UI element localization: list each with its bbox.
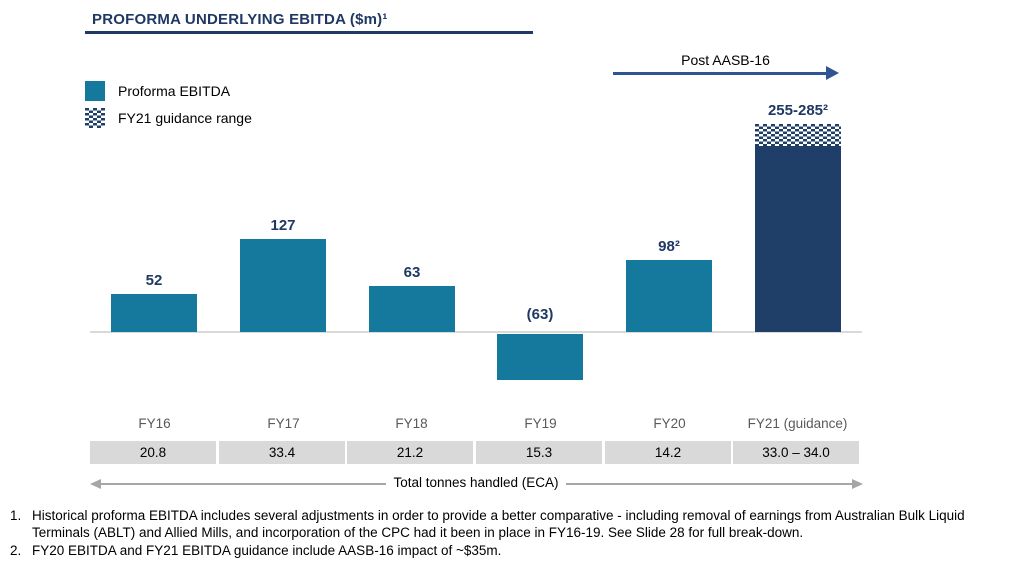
x-axis-line [90, 331, 862, 333]
bar-fy16 [111, 294, 197, 332]
footnote-text: FY20 EBITDA and FY21 EBITDA guidance inc… [32, 543, 502, 558]
bar-fy19 [497, 334, 583, 380]
right-arrowhead-icon [852, 479, 863, 489]
table-cell-fy18: 21.2 [347, 441, 473, 464]
post-aasb-label: Post AASB-16 [681, 52, 770, 68]
bar-fy18 [369, 286, 455, 332]
table-cell-fy16: 20.8 [90, 441, 216, 464]
bar-fy21-guidance [755, 146, 841, 332]
left-arrowhead-icon [90, 479, 101, 489]
table-header-fy20: FY20 [653, 416, 686, 431]
table-header-fy21-guidance: FY21 (guidance) [747, 416, 848, 431]
bar-value-label-fy16: 52 [145, 272, 163, 289]
footnote-text: Historical proforma EBITDA includes seve… [32, 508, 965, 540]
table-cell-fy19: 15.3 [476, 441, 602, 464]
legend: Proforma EBITDA FY21 guidance range [85, 81, 252, 135]
footnote-marker: 2. [10, 543, 22, 558]
teal-solid-swatch [85, 81, 105, 101]
title-underline [85, 31, 533, 34]
table-header-fy17: FY17 [267, 416, 300, 431]
post-aasb-arrow [613, 72, 826, 75]
tonnes-axis-label: Total tonnes handled (ECA) [393, 475, 559, 490]
footnote-1: 1. Historical proforma EBITDA includes s… [10, 507, 1018, 541]
bar-fy17 [240, 239, 326, 332]
bar-value-label-fy20: 98² [658, 238, 680, 255]
legend-item-fy21-guidance-range: FY21 guidance range [85, 108, 252, 128]
navy-hatched-swatch [85, 108, 105, 128]
legend-label: FY21 guidance range [118, 110, 252, 126]
bar-value-label-fy21-guidance: 255-285² [767, 102, 829, 119]
post-aasb-arrowhead-icon [826, 66, 839, 80]
legend-item-proforma-ebitda: Proforma EBITDA [85, 81, 252, 101]
bar-value-label-fy18: 63 [403, 264, 421, 281]
bar-value-label-fy17: 127 [270, 217, 296, 234]
table-header-fy18: FY18 [395, 416, 428, 431]
tonnes-arrow-left [100, 483, 386, 485]
bar-fy21-guidance-range [755, 124, 841, 146]
legend-label: Proforma EBITDA [118, 83, 231, 99]
table-header-fy16: FY16 [138, 416, 171, 431]
tonnes-arrow-right [566, 483, 852, 485]
footnote-marker: 1. [10, 508, 22, 523]
table-cell-fy20: 14.2 [605, 441, 731, 464]
table-header-fy19: FY19 [524, 416, 557, 431]
page-title: PROFORMA UNDERLYING EBITDA ($m)¹ [92, 11, 388, 28]
footnote-2: 2. FY20 EBITDA and FY21 EBITDA guidance … [10, 542, 1018, 559]
bar-value-label-fy19: (63) [526, 306, 554, 323]
footnotes: 1. Historical proforma EBITDA includes s… [10, 507, 1018, 560]
table-cell-fy17: 33.4 [219, 441, 345, 464]
bar-fy20 [626, 260, 712, 332]
table-cell-fy21-guidance: 33.0 – 34.0 [733, 441, 859, 464]
